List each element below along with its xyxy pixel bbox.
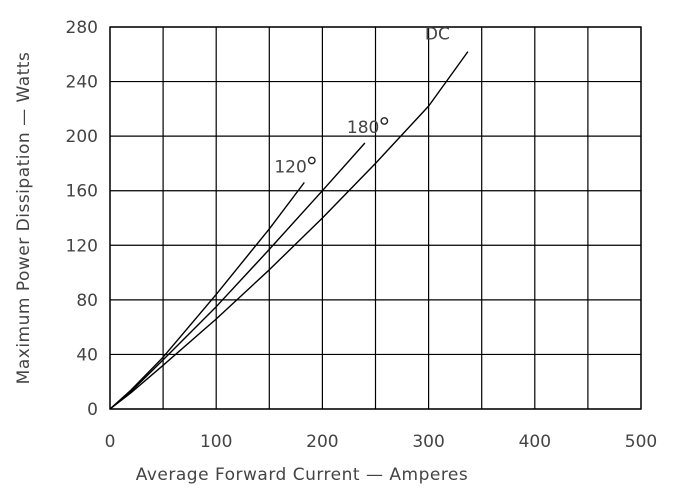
curve-120-deg: [109, 182, 305, 410]
curve-labels: 120 180 DC: [274, 25, 450, 178]
x-tick-label: 300: [412, 432, 444, 452]
y-axis-title: Maximum Power Dissipation — Watts: [14, 52, 34, 385]
grid: [109, 26, 642, 410]
plot-frame: [109, 26, 642, 410]
x-tick-label: 100: [200, 432, 232, 452]
curve-dc: [109, 51, 469, 410]
curve-label: 120: [274, 158, 306, 178]
degree-icon: [307, 156, 316, 165]
y-tick-label: 80: [76, 291, 98, 311]
x-tick-label: 500: [625, 432, 657, 452]
y-tick-label: 160: [66, 182, 98, 202]
curves: [109, 51, 469, 410]
y-tick-label: 240: [66, 73, 98, 93]
y-tick-label: 40: [76, 345, 98, 365]
x-tick-label: 400: [519, 432, 551, 452]
tick-labels: 0 100 200 300 400 500 0 40 80 120 160 200 240 280: [66, 18, 658, 452]
y-tick-label: 280: [66, 18, 98, 38]
curve-label: 180: [347, 118, 379, 138]
x-axis-title: Average Forward Current — Amperes: [136, 465, 469, 485]
degree-icon: [380, 117, 389, 125]
curve-180-deg: [109, 142, 366, 410]
y-tick-label: 0: [87, 400, 98, 420]
y-tick-label: 120: [66, 236, 98, 256]
x-tick-label: 0: [105, 432, 116, 452]
x-tick-label: 200: [306, 432, 338, 452]
y-tick-label: 200: [66, 127, 98, 147]
curve-label: DC: [425, 25, 450, 45]
